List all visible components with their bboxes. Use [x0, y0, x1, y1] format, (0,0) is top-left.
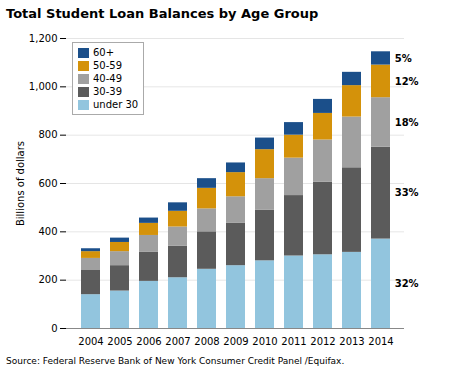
svg-text:800: 800: [38, 129, 57, 140]
svg-text:2013: 2013: [339, 336, 364, 347]
svg-text:200: 200: [38, 274, 57, 285]
svg-text:2010: 2010: [252, 336, 277, 347]
svg-text:2006: 2006: [136, 336, 161, 347]
svg-text:33%: 33%: [395, 187, 419, 198]
svg-text:Billions of dollars: Billions of dollars: [15, 141, 26, 226]
svg-text:2004: 2004: [78, 336, 103, 347]
html-text:30-39: 30-39: [93, 86, 123, 97]
svg-text:0: 0: [51, 323, 57, 334]
html-text:50-59: 50-59: [93, 60, 123, 71]
svg-text:2014: 2014: [368, 336, 393, 347]
html-text:60+: 60+: [93, 47, 115, 58]
svg-text:2009: 2009: [223, 336, 248, 347]
svg-text:1,000: 1,000: [29, 81, 58, 92]
svg-text:32%: 32%: [395, 278, 419, 289]
html-text:Total Student Loan Balances by: Total Student Loan Balances by Age Group: [6, 6, 319, 21]
html-text:under 30: under 30: [93, 99, 139, 110]
svg-text:12%: 12%: [395, 76, 419, 87]
svg-text:2007: 2007: [165, 336, 190, 347]
svg-text:18%: 18%: [395, 117, 419, 128]
svg-text:5%: 5%: [395, 53, 412, 64]
html-text:Source: Federal Reserve Bank o: Source: Federal Reserve Bank of New York…: [6, 356, 345, 366]
svg-text:1,200: 1,200: [29, 33, 58, 44]
svg-text:2008: 2008: [194, 336, 219, 347]
svg-text:400: 400: [38, 226, 57, 237]
svg-text:600: 600: [38, 178, 57, 189]
html-text:40-49: 40-49: [93, 73, 123, 84]
svg-text:2011: 2011: [281, 336, 306, 347]
svg-text:2005: 2005: [107, 336, 132, 347]
svg-text:2012: 2012: [310, 336, 335, 347]
